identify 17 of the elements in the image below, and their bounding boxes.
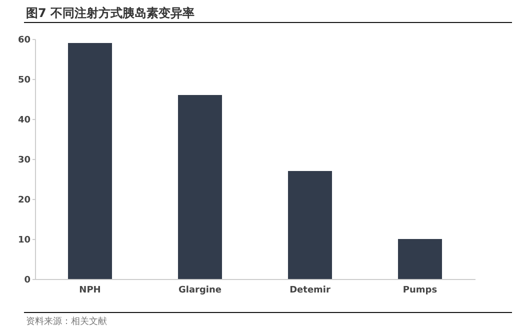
bar — [288, 171, 332, 279]
y-tick-label: 40 — [18, 116, 30, 126]
bar — [178, 95, 222, 279]
x-tick-label: Pumps — [402, 286, 438, 296]
bar — [68, 43, 112, 279]
y-tick-label: 10 — [18, 236, 30, 246]
x-tick-label: Detemir — [290, 286, 331, 296]
y-tick-label: 0 — [24, 276, 30, 286]
y-tick-label: 60 — [18, 36, 30, 46]
text: 资料来源：相关文献 — [26, 316, 107, 328]
x-tick-label: Glargine — [178, 286, 222, 296]
y-tick-label: 30 — [18, 156, 30, 166]
bar — [398, 239, 442, 279]
y-tick-label: 20 — [18, 196, 30, 206]
x-tick-label: NPH — [79, 286, 101, 296]
y-tick-label: 50 — [18, 76, 30, 86]
chart-title: 图7 不同注射方式胰岛素变异率 — [26, 5, 195, 22]
